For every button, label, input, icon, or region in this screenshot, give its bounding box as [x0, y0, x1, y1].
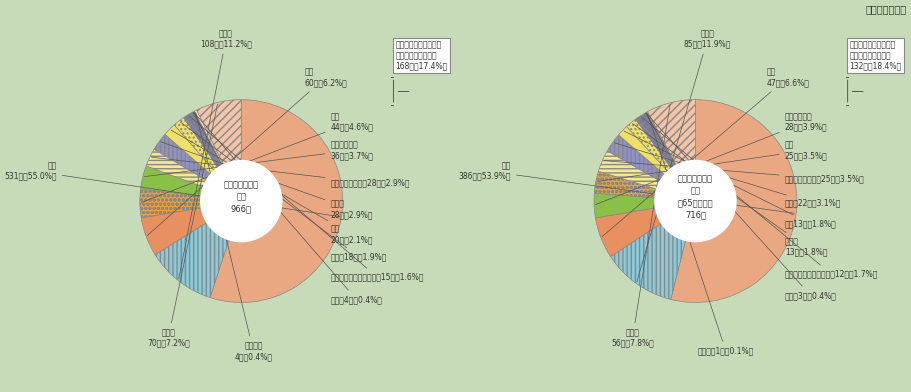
Wedge shape	[619, 127, 668, 174]
Wedge shape	[594, 193, 655, 218]
Text: 住宅火災による
死者
966人: 住宅火災による 死者 966人	[224, 181, 259, 213]
Text: 繊維類
28人（2.9%）: 繊維類 28人（2.9%）	[161, 142, 373, 219]
Text: 屑類
44人（4.6%）: 屑類 44人（4.6%）	[141, 112, 374, 202]
Wedge shape	[210, 100, 343, 303]
Wedge shape	[610, 223, 686, 299]
Wedge shape	[165, 125, 214, 174]
Wedge shape	[184, 113, 221, 168]
Text: 繊維類22人（3.1%）: 繊維類22人（3.1%）	[614, 143, 841, 208]
Wedge shape	[648, 100, 695, 165]
Text: 家具類18人（1.9%）: 家具類18人（1.9%）	[180, 122, 387, 261]
Circle shape	[655, 160, 736, 241]
Text: 紙類13人（1.8%）: 紙類13人（1.8%）	[624, 131, 836, 228]
Wedge shape	[139, 189, 201, 218]
Text: 住宅火災による
死者
（65歳以上）
716人: 住宅火災による 死者 （65歳以上） 716人	[678, 175, 713, 219]
Text: 寝具類
108人（11.2%）: 寝具類 108人（11.2%）	[179, 29, 252, 279]
Text: 衣類
60人（6.2%）: 衣類 60人（6.2%）	[148, 67, 347, 236]
Wedge shape	[141, 208, 207, 255]
Wedge shape	[594, 171, 657, 198]
Text: 寝具類
85人（11.9%）: 寝具類 85人（11.9%）	[637, 29, 732, 282]
Text: ガス類4人（0.4%）: ガス類4人（0.4%）	[194, 113, 383, 304]
Wedge shape	[596, 208, 661, 257]
Wedge shape	[644, 112, 676, 166]
Text: 屑類
25人（3.5%）: 屑類 25人（3.5%）	[598, 141, 827, 181]
Wedge shape	[140, 166, 203, 196]
Wedge shape	[174, 118, 219, 171]
Text: 家具類
13人（1.8%）: 家具類 13人（1.8%）	[632, 123, 827, 256]
Wedge shape	[194, 110, 223, 165]
Wedge shape	[636, 113, 675, 168]
Text: （令和３年中）: （令和３年中）	[865, 4, 906, 14]
Text: 寝具類及び衣類に着火
した火災による死者
168人（17.4%）: 寝具類及び衣類に着火 した火災による死者 168人（17.4%）	[395, 41, 447, 71]
Text: その他
56人（7.8%）: その他 56人（7.8%）	[611, 104, 670, 348]
Text: 衣類
47人（6.6%）: 衣類 47人（6.6%）	[602, 67, 809, 237]
Text: 内装・建具類
28人（3.9%）: 内装・建具類 28人（3.9%）	[596, 112, 827, 205]
Circle shape	[200, 160, 281, 241]
Text: 天ぷら油
4人（0.4%）: 天ぷら油 4人（0.4%）	[196, 113, 272, 361]
Text: 不明
386人（53.9%）: 不明 386人（53.9%）	[458, 161, 794, 213]
Text: 不明
531人（55.0%）: 不明 531人（55.0%）	[5, 161, 340, 217]
Text: 紙類
20人（2.1%）: 紙類 20人（2.1%）	[171, 130, 373, 244]
Text: 寝具類及び衣類に着火
した火災による死者
132人（18.4%）: 寝具類及び衣類に着火 した火災による死者 132人（18.4%）	[850, 41, 902, 71]
Text: 内装・建具類
36人（3.7%）: 内装・建具類 36人（3.7%）	[145, 141, 374, 177]
Wedge shape	[608, 135, 665, 181]
Wedge shape	[627, 119, 671, 171]
Wedge shape	[599, 151, 660, 189]
Text: ガス類3人（0.4%）: ガス類3人（0.4%）	[647, 114, 836, 300]
Text: カーテン・じゅうたん類15人（1.6%）: カーテン・じゅうたん類15人（1.6%）	[189, 116, 424, 282]
Wedge shape	[146, 149, 207, 187]
Text: カーテン・じゅうたん類12人（1.7%）: カーテン・じゅうたん類12人（1.7%）	[641, 117, 878, 279]
Wedge shape	[154, 134, 210, 180]
Text: ガソリン・灯油類28人（2.9%）: ガソリン・灯油類28人（2.9%）	[151, 157, 410, 187]
Wedge shape	[197, 100, 241, 165]
Wedge shape	[192, 111, 222, 165]
Wedge shape	[670, 100, 797, 303]
Text: その他
70人（7.2%）: その他 70人（7.2%）	[147, 104, 218, 348]
Text: 天ぷら油1人（0.1%）: 天ぷら油1人（0.1%）	[648, 114, 754, 356]
Wedge shape	[647, 112, 676, 165]
Wedge shape	[155, 223, 229, 298]
Text: ガソリン・灯油類25人（3.5%）: ガソリン・灯油類25人（3.5%）	[604, 161, 865, 183]
